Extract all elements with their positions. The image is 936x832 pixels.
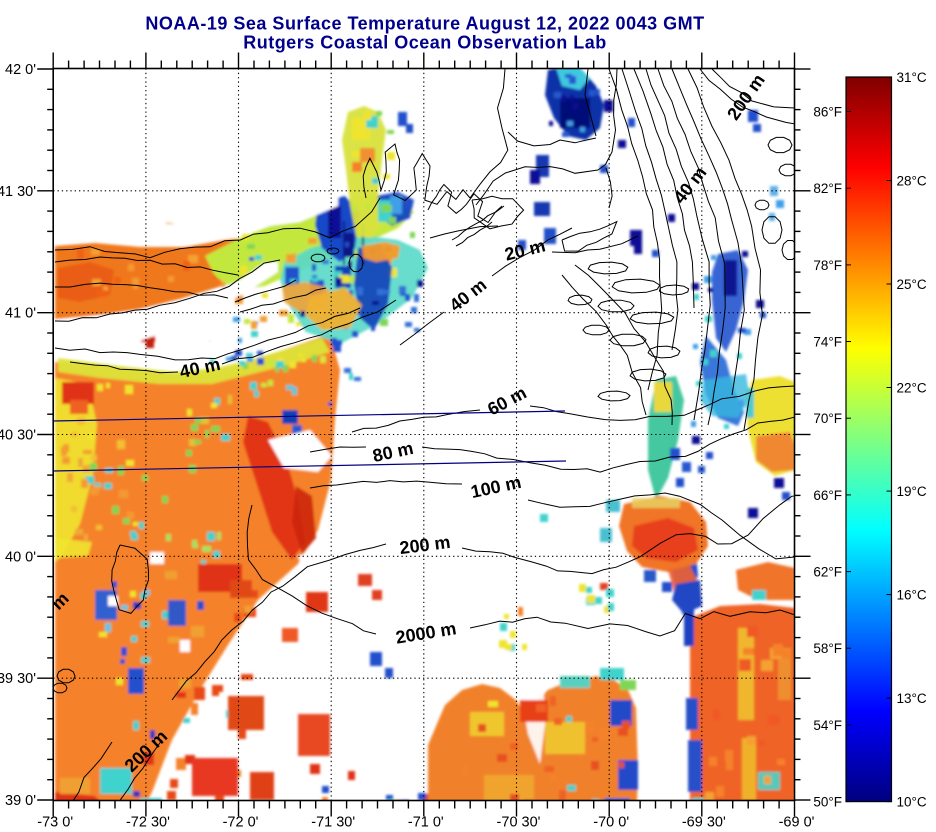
svg-text:-70 30': -70 30' [497, 815, 541, 831]
svg-text:31°C: 31°C [897, 70, 927, 85]
svg-text:28°C: 28°C [897, 174, 927, 189]
svg-text:-70 0': -70 0' [593, 815, 629, 831]
svg-text:62°F: 62°F [813, 565, 842, 580]
svg-text:70°F: 70°F [813, 411, 842, 426]
svg-text:-69 30': -69 30' [682, 815, 726, 831]
svg-text:-73 0': -73 0' [37, 815, 73, 831]
svg-text:NOAA-19 Sea Surface Temperatur: NOAA-19 Sea Surface Temperature August 1… [145, 14, 704, 34]
svg-text:66°F: 66°F [813, 488, 842, 503]
svg-text:-72 0': -72 0' [223, 815, 259, 831]
svg-text:22°C: 22°C [897, 381, 927, 396]
svg-text:39 0': 39 0' [5, 793, 36, 809]
svg-text:19°C: 19°C [897, 484, 927, 499]
svg-text:58°F: 58°F [813, 641, 842, 656]
svg-text:25°C: 25°C [897, 277, 927, 292]
svg-text:16°C: 16°C [897, 588, 927, 603]
svg-text:41 30': 41 30' [0, 184, 36, 200]
svg-text:Rutgers Coastal Ocean Observat: Rutgers Coastal Ocean Observation Lab [243, 33, 607, 53]
svg-text:40 0': 40 0' [5, 549, 36, 565]
svg-text:42 0': 42 0' [5, 62, 36, 78]
svg-text:41 0': 41 0' [5, 306, 36, 322]
svg-text:10°C: 10°C [897, 795, 927, 810]
svg-text:-72 30': -72 30' [126, 815, 170, 831]
svg-text:39 30': 39 30' [0, 671, 36, 687]
svg-text:13°C: 13°C [897, 691, 927, 706]
svg-text:-71 0': -71 0' [408, 815, 444, 831]
svg-text:54°F: 54°F [813, 718, 842, 733]
svg-text:82°F: 82°F [813, 181, 842, 196]
svg-text:40 30': 40 30' [0, 428, 36, 444]
svg-text:50°F: 50°F [813, 795, 842, 810]
svg-text:74°F: 74°F [813, 335, 842, 350]
svg-text:-71 30': -71 30' [311, 815, 355, 831]
svg-text:78°F: 78°F [813, 258, 842, 273]
svg-text:86°F: 86°F [813, 105, 842, 120]
svg-text:-69 0': -69 0' [779, 815, 815, 831]
